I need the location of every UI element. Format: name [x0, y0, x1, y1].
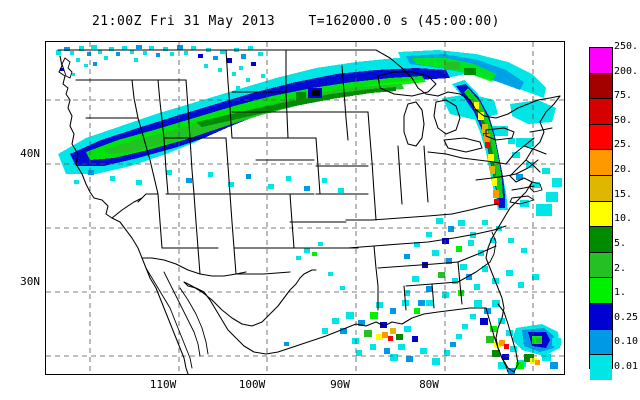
colorbar-tick-0.25: 0.25 [614, 311, 639, 323]
colorbar-band-25. [590, 123, 612, 150]
precip-gulf-coast-cells [322, 300, 450, 365]
colorbar-labels: 250. 200. 75. 50. 25. 20. 15. 10. 5. 2. 1. 0.25 0.10… [614, 42, 640, 372]
precip-florida-convection [450, 300, 561, 374]
colorbar-tick-0.01: 0.01 [614, 361, 639, 372]
precip-pacific-northwest [56, 45, 265, 91]
precip-northeast-squall-line [452, 80, 562, 216]
precip-southeast-cells [404, 218, 539, 306]
y-tick-label-40n: 40N [20, 147, 40, 160]
colorbar-tick-250.: 250. [614, 41, 639, 52]
colorbar-band-0.10 [590, 328, 612, 355]
x-tick-label-90w: 90W [330, 378, 350, 391]
map-outlines [57, 49, 561, 374]
colorbar-band-15. [590, 175, 612, 201]
x-tick-label-80w: 80W [419, 378, 439, 391]
colorbar-band-10. [590, 200, 612, 227]
colorbar-band-20. [590, 149, 612, 176]
colorbar-band-0.25 [590, 303, 612, 329]
colorbar-tick-2.: 2. [614, 262, 627, 274]
x-tick-label-110w: 110W [149, 378, 177, 391]
colorbar-tick-25.: 25. [614, 139, 633, 151]
precipitation-field [56, 45, 562, 374]
figure-title: 21:00Z Fri 31 May 2013 T=162000.0 s (45:… [91, 14, 500, 29]
colorbar-tick-0.10: 0.10 [614, 336, 639, 348]
colorbar-band-75. [590, 72, 612, 99]
y-tick-label-30n: 30N [20, 275, 40, 288]
colorbar-tick-20.: 20. [614, 164, 633, 176]
colorbar-band-50. [590, 98, 612, 124]
colorbar-tick-10.: 10. [614, 213, 633, 225]
x-tick-label-100w: 100W [238, 378, 266, 391]
map-canvas [46, 42, 564, 374]
colorbar-tick-200.: 200. [614, 65, 639, 77]
colorbar-tick-50.: 50. [614, 114, 633, 126]
colorbar-tick-15.: 15. [614, 188, 633, 200]
colorbar-band-0.01 [590, 354, 612, 380]
precip-scattered-southwest [284, 242, 345, 346]
lat-lon-gridlines [46, 42, 564, 374]
colorbar-band-200. [590, 48, 612, 73]
colorbar-tick-5.: 5. [614, 237, 627, 249]
colorbar-band-5. [590, 226, 612, 252]
colorbar-tick-1.: 1. [614, 287, 627, 299]
colorbar-tick-75.: 75. [614, 90, 633, 102]
colorbar-band-1. [590, 277, 612, 304]
map-plot-area [45, 41, 565, 375]
colorbar-band-2. [590, 251, 612, 278]
colorbar [589, 47, 613, 380]
